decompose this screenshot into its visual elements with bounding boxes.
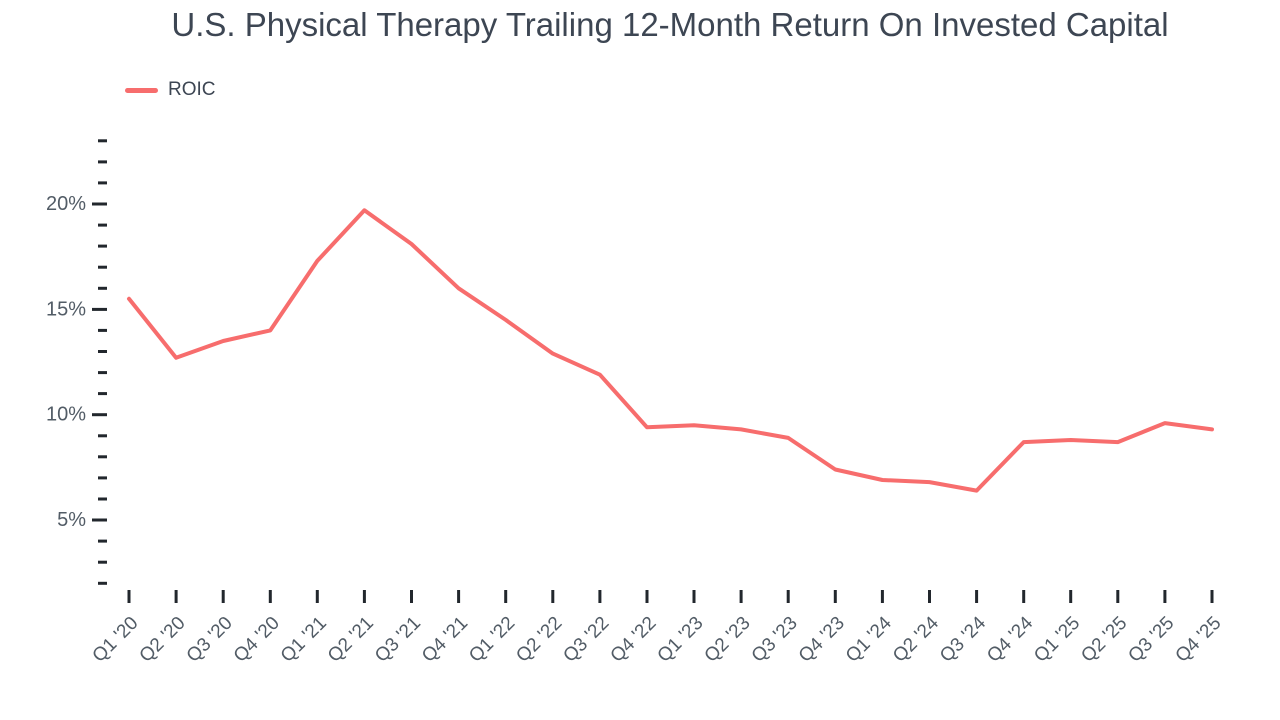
- x-axis-label: Q2 '21: [324, 613, 378, 667]
- legend: ROIC: [125, 79, 216, 101]
- x-axis-label: Q4 '25: [1172, 613, 1226, 667]
- y-axis-label: 5%: [57, 509, 86, 531]
- x-axis-label: Q4 '22: [607, 613, 661, 667]
- x-axis-label: Q1 '21: [277, 613, 331, 667]
- x-axis-label: Q2 '22: [512, 613, 566, 667]
- x-axis-label: Q2 '24: [889, 612, 943, 666]
- chart-title: U.S. Physical Therapy Trailing 12-Month …: [171, 6, 1169, 43]
- x-axis-label: Q3 '23: [748, 613, 802, 667]
- x-axis-label: Q2 '20: [136, 613, 190, 667]
- legend-line-swatch: [125, 87, 158, 93]
- x-axis-label: Q4 '21: [418, 613, 472, 667]
- x-axis-label: Q4 '20: [230, 613, 284, 667]
- x-axis-label: Q3 '25: [1124, 613, 1178, 667]
- y-axis-label: 15%: [46, 298, 86, 320]
- x-axis-label: Q2 '25: [1077, 613, 1131, 667]
- x-axis-label: Q1 '25: [1030, 613, 1084, 667]
- x-axis-label: Q4 '24: [983, 612, 1037, 666]
- x-axis-label: Q3 '20: [183, 613, 237, 667]
- x-axis-label: Q1 '20: [89, 613, 143, 667]
- legend-item-roic[interactable]: ROIC: [125, 79, 216, 101]
- roic-series-line: [127, 208, 1214, 493]
- y-axis-label: 10%: [46, 404, 86, 426]
- x-axis-label: Q1 '22: [465, 613, 519, 667]
- x-axis-label: Q3 '21: [371, 613, 425, 667]
- x-axis-label: Q3 '22: [559, 613, 613, 667]
- x-axis-label: Q1 '24: [842, 612, 896, 666]
- x-axis-label: Q2 '23: [701, 613, 755, 667]
- x-axis-label: Q4 '23: [795, 613, 849, 667]
- x-axis-label: Q1 '23: [654, 613, 708, 667]
- legend-label: ROIC: [168, 79, 216, 100]
- y-axis-label: 20%: [46, 193, 86, 215]
- x-axis-label: Q3 '24: [936, 612, 990, 666]
